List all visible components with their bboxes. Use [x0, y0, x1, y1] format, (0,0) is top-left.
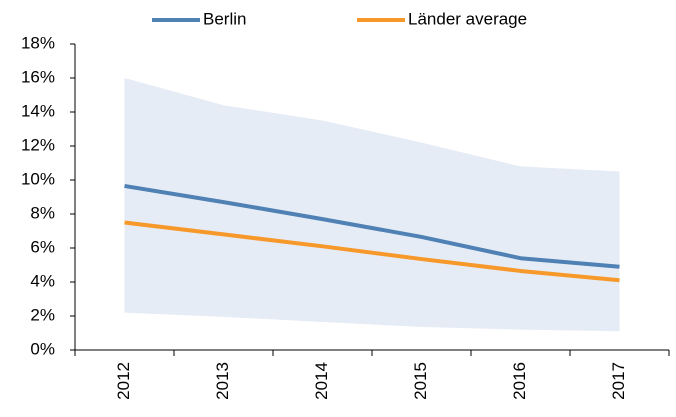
y-tick-label: 12% [21, 135, 55, 154]
x-tick-label: 2015 [411, 362, 430, 400]
y-tick-label: 2% [30, 305, 55, 324]
line-series [124, 220, 620, 283]
legend-label: Berlin [203, 9, 246, 28]
y-tick-label: 4% [30, 271, 55, 290]
range-band [124, 78, 620, 332]
x-tick-label: 2014 [312, 362, 331, 400]
y-tick-label: 8% [30, 203, 55, 222]
y-tick-label: 6% [30, 237, 55, 256]
x-tick-label: 2016 [510, 362, 529, 400]
legend-label: Länder average [408, 9, 527, 28]
y-tick-label: 10% [21, 169, 55, 188]
x-tick-label: 2012 [114, 362, 133, 400]
y-tick-label: 18% [21, 33, 55, 52]
x-tick-label: 2013 [213, 362, 232, 400]
y-tick-label: 16% [21, 67, 55, 86]
line-series [124, 183, 620, 269]
y-tick-label: 14% [21, 101, 55, 120]
x-tick-label: 2017 [609, 362, 628, 400]
y-tick-label: 0% [30, 339, 55, 358]
